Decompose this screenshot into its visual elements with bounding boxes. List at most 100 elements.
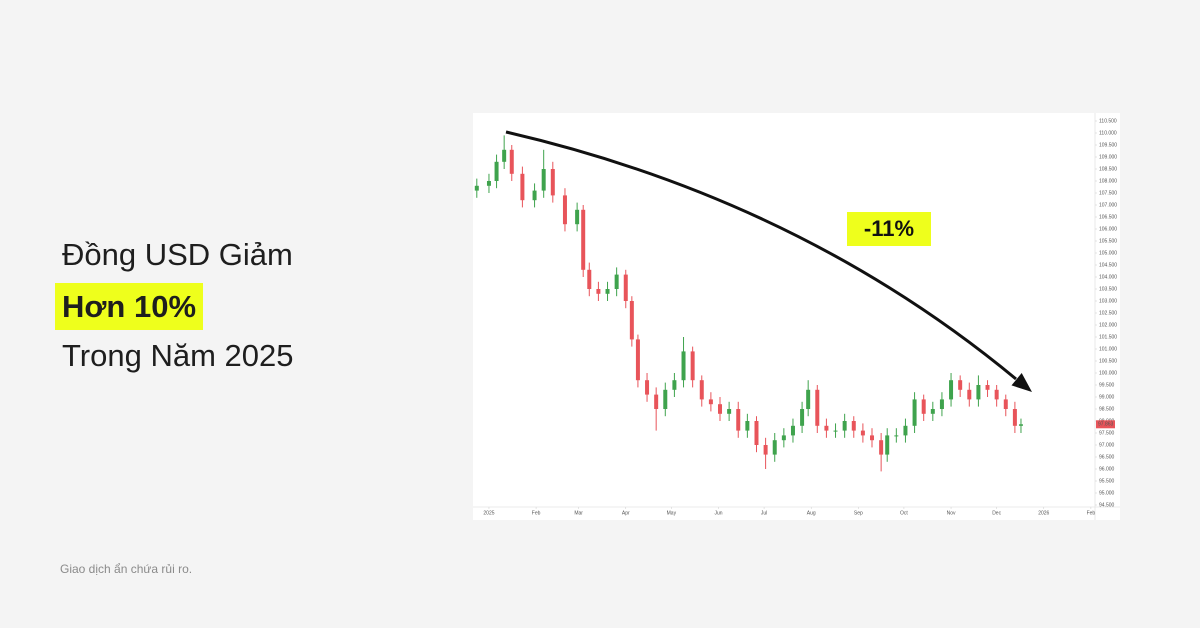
annotation-box xyxy=(847,212,931,246)
candle-body xyxy=(930,409,935,414)
y-tick-label: 106.000 xyxy=(1099,226,1117,232)
y-tick-label: 96.500 xyxy=(1099,454,1115,460)
candle-body xyxy=(596,289,601,294)
annotation: -11% xyxy=(864,216,914,241)
y-tick-label: 101.500 xyxy=(1099,334,1117,340)
candle-body xyxy=(815,389,820,426)
y-tick-label: 104.000 xyxy=(1099,274,1117,280)
x-tick-label: Sep xyxy=(854,510,863,516)
candle-body xyxy=(879,440,884,455)
y-tick-label: 107.500 xyxy=(1099,190,1117,196)
candle-body xyxy=(912,399,917,426)
y-tick-label: 97.000 xyxy=(1099,442,1115,448)
candle-body xyxy=(645,380,650,395)
x-tick-label: Jun xyxy=(714,510,722,516)
y-tick-label: 109.000 xyxy=(1099,154,1117,160)
candle-body xyxy=(903,425,908,436)
candle-body xyxy=(851,421,856,431)
y-tick-label: 99.000 xyxy=(1099,394,1115,400)
candle-body xyxy=(718,404,723,414)
x-tick-label: Apr xyxy=(622,510,630,516)
candle-body xyxy=(1018,424,1023,426)
y-tick-label: 94.500 xyxy=(1099,502,1115,508)
y-tick-label: 106.500 xyxy=(1099,214,1117,220)
candle-body xyxy=(520,173,525,201)
candle-body xyxy=(708,399,713,405)
y-tick-label: 103.500 xyxy=(1099,286,1117,292)
candle-body xyxy=(870,435,875,441)
candle-body xyxy=(474,185,479,191)
candle-body xyxy=(772,440,777,455)
candle-body xyxy=(486,181,491,186)
candles xyxy=(474,135,1023,472)
headline-line1: Đồng USD Giảm xyxy=(62,237,293,272)
disclaimer: Giao dịch ẩn chứa rủi ro. xyxy=(60,562,192,576)
y-tick-label: 102.000 xyxy=(1099,322,1117,328)
candle-body xyxy=(587,269,592,289)
candle-body xyxy=(833,430,838,432)
candle-body xyxy=(654,394,659,409)
candle-body xyxy=(605,289,610,294)
candle-body xyxy=(532,190,537,201)
candle-body xyxy=(509,149,514,174)
candle-body xyxy=(939,399,944,409)
candle-body xyxy=(635,339,640,381)
y-tick-label: 99.500 xyxy=(1099,382,1115,388)
candle-body xyxy=(663,389,668,409)
y-tick-label: 101.000 xyxy=(1099,346,1117,352)
candle-body xyxy=(824,425,829,431)
candle-body xyxy=(885,435,890,455)
trend-arrowhead xyxy=(1011,373,1032,392)
candle-body xyxy=(614,274,619,289)
y-tick-label: 110.000 xyxy=(1099,130,1117,136)
x-tick-label: Nov xyxy=(947,510,956,516)
y-tick-label: 100.500 xyxy=(1099,358,1117,364)
x-tick-label: Jul xyxy=(761,510,767,516)
y-tick-label: 110.500 xyxy=(1099,118,1117,124)
y-tick-label: 107.000 xyxy=(1099,202,1117,208)
candle-body xyxy=(502,149,507,162)
x-tick-label: Mar xyxy=(574,510,583,516)
candle-body xyxy=(958,380,963,390)
candle-body xyxy=(949,380,954,400)
candle-body xyxy=(727,409,732,414)
candle-body xyxy=(1012,409,1017,426)
candle-body xyxy=(623,274,628,301)
chart-panel xyxy=(473,113,1120,520)
y-tick-label: 102.500 xyxy=(1099,310,1117,316)
x-tick-label: Oct xyxy=(900,510,908,516)
candle-body xyxy=(629,301,634,340)
y-tick-label: 103.000 xyxy=(1099,298,1117,304)
candle-body xyxy=(894,435,899,437)
candle-body xyxy=(541,169,546,191)
x-tick-label: 2026 xyxy=(1038,510,1049,516)
headline-line3: Trong Năm 2025 xyxy=(62,338,293,373)
candle-body xyxy=(550,169,555,196)
candle-body xyxy=(1003,399,1008,409)
y-tick-label: 100.000 xyxy=(1099,370,1117,376)
candle-body xyxy=(860,430,865,436)
candle-body xyxy=(985,385,990,390)
y-tick-label: 105.500 xyxy=(1099,238,1117,244)
y-tick-label: 98.500 xyxy=(1099,406,1115,412)
candle-body xyxy=(806,389,811,409)
candle-body xyxy=(790,425,795,436)
x-tick-label: Aug xyxy=(807,510,816,516)
candle-body xyxy=(699,380,704,400)
y-tick-label: 108.500 xyxy=(1099,166,1117,172)
candle-body xyxy=(921,399,926,414)
candle-body xyxy=(800,409,805,426)
candle-body xyxy=(842,421,847,431)
candle-body xyxy=(562,195,567,225)
candle-body xyxy=(581,209,586,270)
candle-body xyxy=(994,389,999,400)
candle-body xyxy=(781,435,786,441)
headline-highlight xyxy=(55,283,203,330)
candle-body xyxy=(754,421,759,445)
y-tick-label: 104.500 xyxy=(1099,262,1117,268)
x-tick-label: Feb xyxy=(1087,510,1096,516)
x-tick-label: Dec xyxy=(992,510,1001,516)
y-tick-label: 95.000 xyxy=(1099,490,1115,496)
y-tick-label: 97.500 xyxy=(1099,430,1115,436)
candle-body xyxy=(745,421,750,431)
